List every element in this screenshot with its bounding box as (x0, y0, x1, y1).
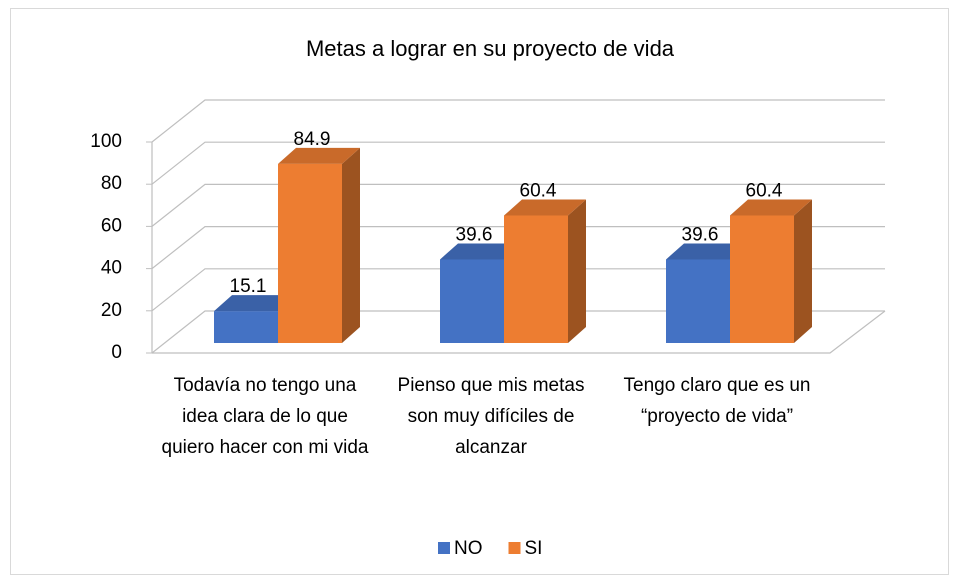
y-tick-label: 60 (101, 215, 122, 236)
grid-line (151, 268, 885, 312)
legend-label: SI (525, 538, 543, 559)
grid-line (151, 226, 885, 270)
legend-swatch (508, 542, 521, 554)
bar-front (504, 215, 568, 343)
data-label: 39.6 (456, 224, 493, 245)
data-label: 60.4 (746, 181, 783, 202)
floor-edge (152, 310, 886, 354)
y-tick-label: 40 (101, 258, 122, 279)
chart-title: Metas a lograr en su proyecto de vida (306, 36, 675, 61)
y-tick-label: 100 (90, 131, 122, 152)
data-label: 39.6 (682, 224, 719, 245)
data-label: 60.4 (520, 181, 557, 202)
bar-front (214, 311, 278, 343)
x-tick-label: Tengo claro que es un “proyecto de vida” (623, 375, 811, 427)
bar-front (278, 163, 342, 343)
bar-front (730, 215, 794, 343)
bar-top (440, 243, 522, 260)
data-label: 15.1 (230, 276, 267, 297)
bar-top (730, 199, 812, 216)
bar (504, 199, 586, 343)
bar-top (504, 199, 586, 216)
x-tick-label: Pienso que mis metas son muy difíciles d… (397, 375, 585, 458)
data-label: 84.9 (294, 129, 331, 150)
grid-line (151, 99, 885, 143)
bar-top (214, 295, 296, 312)
bar-side (568, 199, 586, 343)
bar-front (666, 259, 730, 343)
bar (730, 199, 812, 343)
bar-side (342, 147, 360, 343)
bar-top (666, 243, 748, 260)
grid-line (151, 141, 885, 185)
grid-line (151, 183, 885, 227)
y-tick-label: 20 (101, 300, 122, 321)
bar-front (440, 259, 504, 343)
legend-label: NO (454, 538, 483, 559)
bar-side (794, 199, 812, 343)
x-tick-label: Todavía no tengo una idea clara de lo qu… (161, 375, 369, 458)
y-tick-label: 0 (111, 342, 122, 363)
bar-top (278, 147, 360, 164)
legend-swatch (438, 542, 450, 554)
grid-line (151, 310, 885, 354)
y-tick-label: 80 (101, 173, 122, 194)
bar (278, 147, 360, 343)
